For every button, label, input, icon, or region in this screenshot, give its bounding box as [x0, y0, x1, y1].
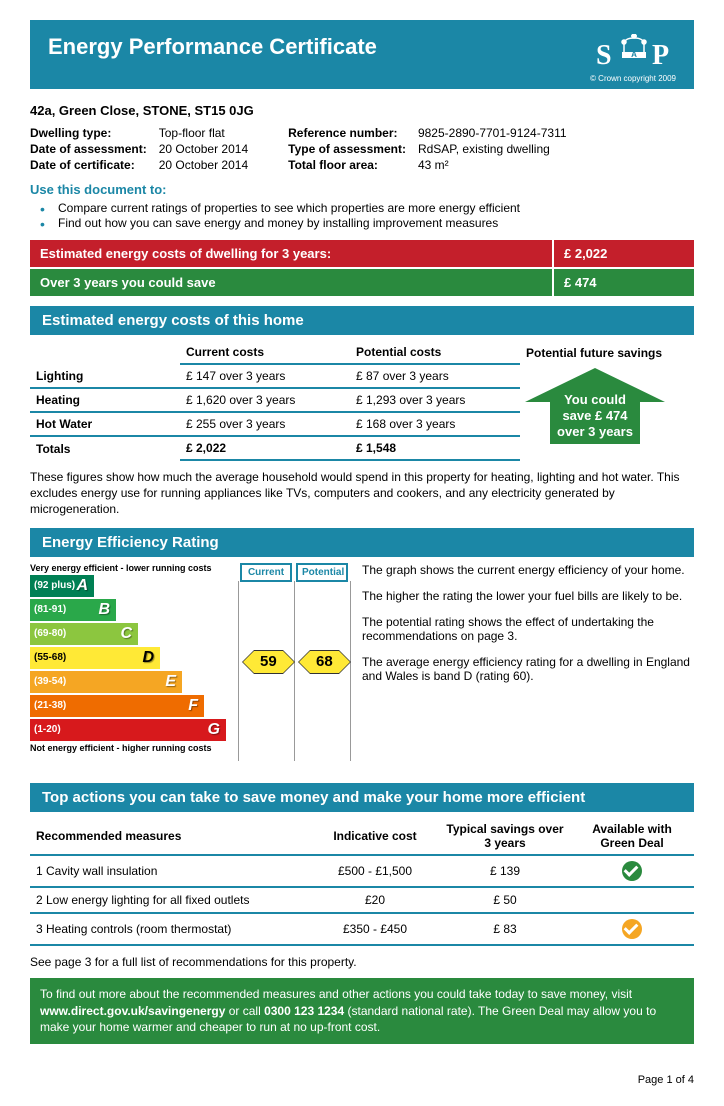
greenbox-link: www.direct.gov.uk/savingenergy — [40, 1004, 225, 1018]
eff-band-row: (39-54)E — [30, 671, 350, 693]
info-value: 43 m² — [418, 158, 567, 172]
section-costs-title: Estimated energy costs of this home — [30, 306, 694, 335]
col-savings: Potential future savings — [520, 341, 694, 364]
use-doc-item: Find out how you can save energy and mon… — [48, 216, 694, 230]
greenbox-phone: 0300 123 1234 — [264, 1004, 344, 1018]
use-doc-heading: Use this document to: — [30, 182, 694, 197]
tick-green-icon — [622, 861, 642, 881]
info-value: Top-floor flat — [159, 126, 248, 140]
eff-desc-para: The higher the rating the lower your fue… — [362, 589, 694, 603]
tick-orange-icon — [622, 919, 642, 939]
certificate-title: Energy Performance Certificate — [48, 34, 377, 60]
eff-band-row: (69-80)C — [30, 623, 350, 645]
sap-logo: S P A © Crown copyright 2009 — [590, 34, 676, 83]
info-label: Date of certificate: — [30, 158, 147, 172]
eff-pointer: 68 — [298, 650, 351, 674]
info-value: 20 October 2014 — [159, 142, 248, 156]
property-info: Dwelling type: Top-floor flat Date of asse… — [30, 126, 694, 172]
col-deal: Available with Green Deal — [570, 818, 694, 855]
eff-col-potential: Potential — [296, 563, 348, 582]
svg-text:over 3 years: over 3 years — [557, 424, 633, 439]
page-footer: Page 1 of 4 — [30, 1074, 694, 1086]
eff-desc-para: The average energy efficiency rating for… — [362, 655, 694, 683]
cost-band-value: £ 2,022 — [554, 240, 694, 267]
header-bar: Energy Performance Certificate S P A © C… — [30, 20, 694, 89]
eff-desc-para: The potential rating shows the effect of… — [362, 615, 694, 643]
efficiency-description: The graph shows the current energy effic… — [362, 563, 694, 695]
efficiency-chart: Current Potential Very energy efficient … — [30, 563, 350, 773]
green-deal-box: To find out more about the recommended m… — [30, 978, 694, 1044]
save-band-value: £ 474 — [554, 269, 694, 296]
actions-footnote: See page 3 for a full list of recommenda… — [30, 954, 694, 970]
eff-band-row: (81-91)B — [30, 599, 350, 621]
cost-band-label: Estimated energy costs of dwelling for 3… — [30, 240, 552, 267]
property-address: 42a, Green Close, STONE, ST15 0JG — [30, 103, 694, 118]
col-measure: Recommended measures — [30, 818, 310, 855]
section-actions-title: Top actions you can take to save money a… — [30, 783, 694, 812]
info-value: 20 October 2014 — [159, 158, 248, 172]
info-value: RdSAP, existing dwelling — [418, 142, 567, 156]
cost-band-red: Estimated energy costs of dwelling for 3… — [30, 240, 694, 267]
costs-table: Current costs Potential costs Potential … — [30, 341, 694, 461]
svg-text:P: P — [652, 40, 669, 71]
col-potential: Potential costs — [350, 341, 520, 364]
info-label: Date of assessment: — [30, 142, 147, 156]
info-value: 9825-2890-7701-9124-7311 — [418, 126, 567, 140]
action-row: 3 Heating controls (room thermostat)£350… — [30, 913, 694, 945]
greenbox-pre: To find out more about the recommended m… — [40, 987, 632, 1001]
save-band-label: Over 3 years you could save — [30, 269, 552, 296]
info-label: Dwelling type: — [30, 126, 147, 140]
eff-col-current: Current — [240, 563, 292, 582]
costs-row: Lighting£ 147 over 3 years£ 87 over 3 ye… — [30, 364, 694, 388]
svg-text:save £ 474: save £ 474 — [562, 408, 628, 423]
action-row: 1 Cavity wall insulation£500 - £1,500£ 1… — [30, 855, 694, 887]
eff-desc-para: The graph shows the current energy effic… — [362, 563, 694, 577]
costs-footnote: These figures show how much the average … — [30, 469, 694, 518]
action-row: 2 Low energy lighting for all fixed outl… — [30, 887, 694, 913]
info-label: Total floor area: — [288, 158, 406, 172]
col-savings: Typical savings over 3 years — [440, 818, 570, 855]
use-doc-item: Compare current ratings of properties to… — [48, 201, 694, 215]
info-label: Reference number: — [288, 126, 406, 140]
eff-pointer: 59 — [242, 650, 295, 674]
info-label: Type of assessment: — [288, 142, 406, 156]
greenbox-mid: or call — [225, 1004, 264, 1018]
col-current: Current costs — [180, 341, 350, 364]
copyright-text: © Crown copyright 2009 — [590, 74, 676, 83]
svg-text:A: A — [631, 50, 637, 59]
svg-text:S: S — [596, 40, 612, 71]
eff-bot-caption: Not energy efficient - higher running co… — [30, 743, 350, 753]
savings-arrow-icon: You could save £ 474 over 3 years — [520, 364, 670, 448]
section-efficiency-title: Energy Efficiency Rating — [30, 528, 694, 557]
use-doc-list: Compare current ratings of properties to… — [48, 201, 694, 230]
eff-band-row: (21-38)F — [30, 695, 350, 717]
eff-band-row: (1-20)G — [30, 719, 350, 741]
col-cost: Indicative cost — [310, 818, 440, 855]
page: Energy Performance Certificate S P A © C… — [0, 0, 724, 1106]
svg-text:You could: You could — [564, 392, 626, 407]
actions-table: Recommended measures Indicative cost Typ… — [30, 818, 694, 946]
save-band-green: Over 3 years you could save £ 474 — [30, 269, 694, 296]
efficiency-wrapper: Current Potential Very energy efficient … — [30, 563, 694, 773]
